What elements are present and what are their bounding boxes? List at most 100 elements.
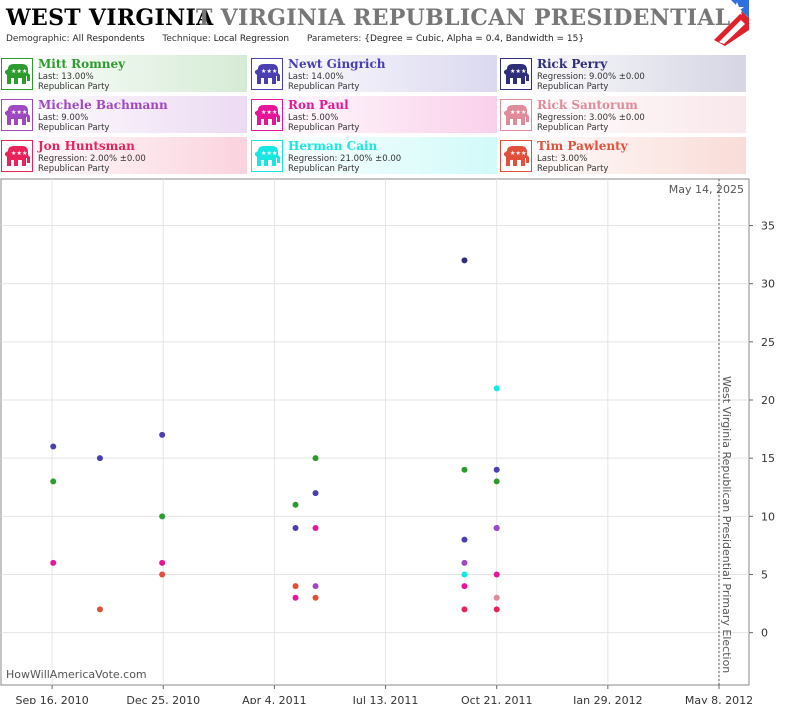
date-stamp: May 14, 2025 bbox=[669, 183, 744, 196]
svg-text:★: ★ bbox=[11, 109, 16, 116]
x-tick-label: Jul 13, 2011 bbox=[352, 694, 419, 704]
y-tick-label: 35 bbox=[761, 220, 775, 233]
point-bachmann bbox=[493, 524, 500, 531]
svg-text:★: ★ bbox=[272, 68, 277, 75]
svg-text:★: ★ bbox=[11, 68, 16, 75]
svg-text:★: ★ bbox=[272, 150, 277, 157]
y-tick-label: 20 bbox=[761, 394, 775, 407]
point-gingrich bbox=[461, 536, 468, 543]
legend-party: Republican Party bbox=[288, 82, 360, 92]
parameters-label: Parameters: bbox=[306, 34, 362, 44]
elephant-icon: ★ ★ ★ bbox=[500, 99, 532, 131]
svg-text:★: ★ bbox=[516, 109, 521, 116]
legend-item-huntsman: ★ ★ ★ Jon Huntsman Regression: 2.00% ±0.00 Re… bbox=[0, 137, 247, 174]
watermark: HowWillAmericaVote.com bbox=[6, 668, 147, 681]
point-pawlenty bbox=[292, 583, 299, 590]
site-logo-icon bbox=[714, 0, 749, 46]
point-gingrich bbox=[292, 524, 299, 531]
svg-text:★: ★ bbox=[510, 109, 515, 116]
legend-name: Herman Cain bbox=[288, 139, 378, 153]
legend-stat: Last: 3.00% bbox=[537, 154, 588, 164]
y-tick-label: 0 bbox=[761, 627, 768, 640]
legend-item-bachmann: ★ ★ ★ Michele Bachmann Last: 9.00% Republican… bbox=[0, 96, 247, 133]
point-paul bbox=[312, 524, 319, 531]
point-pawlenty bbox=[96, 606, 103, 613]
point-gingrich bbox=[312, 490, 319, 497]
elephant-icon: ★ ★ ★ bbox=[500, 140, 532, 172]
svg-text:★: ★ bbox=[267, 68, 272, 75]
point-pawlenty bbox=[312, 594, 319, 601]
svg-text:★: ★ bbox=[17, 109, 22, 116]
x-tick-label: Oct 21, 2011 bbox=[461, 694, 533, 704]
y-tick-label: 15 bbox=[761, 452, 775, 465]
elephant-icon: ★ ★ ★ bbox=[251, 140, 283, 172]
legend-name: Mitt Romney bbox=[38, 57, 126, 71]
point-gingrich bbox=[159, 431, 166, 438]
elephant-icon: ★ ★ ★ bbox=[1, 58, 33, 90]
x-tick-label: Dec 25, 2010 bbox=[126, 694, 200, 704]
elephant-icon: ★ ★ ★ bbox=[251, 58, 283, 90]
legend-stat: Last: 14.00% bbox=[288, 72, 344, 82]
legend-name: Ron Paul bbox=[288, 98, 349, 112]
legend-name: Rick Santorum bbox=[537, 98, 638, 112]
point-gingrich bbox=[50, 443, 57, 450]
point-gingrich bbox=[493, 466, 500, 473]
point-romney bbox=[493, 478, 500, 485]
legend-item-pawlenty: ★ ★ ★ Tim Pawlenty Last: 3.00% Republican Par… bbox=[499, 137, 746, 174]
point-santorum bbox=[493, 594, 500, 601]
parameters-line: Demographic: All Respondents Technique: … bbox=[6, 34, 584, 44]
point-perry bbox=[461, 257, 468, 264]
svg-text:★: ★ bbox=[11, 150, 16, 157]
legend-party: Republican Party bbox=[38, 164, 110, 174]
legend-stat: Regression: 3.00% ±0.00 bbox=[537, 113, 645, 123]
point-cain bbox=[461, 571, 468, 578]
point-paul bbox=[292, 594, 299, 601]
legend-party: Republican Party bbox=[288, 123, 360, 133]
page-title-race: T VIRGINIA REPUBLICAN PRESIDENTIAL PRIMA… bbox=[196, 5, 749, 31]
svg-text:★: ★ bbox=[17, 150, 22, 157]
legend-item-perry: ★ ★ ★ Rick Perry Regression: 9.00% ±0.00 Repu… bbox=[499, 55, 746, 92]
point-paul bbox=[461, 583, 468, 590]
point-paul bbox=[159, 559, 166, 566]
x-tick-label: Sep 16, 2010 bbox=[16, 694, 89, 704]
svg-text:★: ★ bbox=[521, 150, 526, 157]
legend-party: Republican Party bbox=[38, 82, 110, 92]
point-paul bbox=[493, 571, 500, 578]
header: WEST VIRGINIA T VIRGINIA REPUBLICAN PRES… bbox=[0, 0, 749, 50]
technique-label: Technique: bbox=[162, 34, 211, 44]
point-bachmann bbox=[461, 559, 468, 566]
legend-item-santorum: ★ ★ ★ Rick Santorum Regression: 3.00% ±0.00 R… bbox=[499, 96, 746, 133]
page-title-state: WEST VIRGINIA bbox=[6, 5, 214, 31]
svg-text:★: ★ bbox=[510, 68, 515, 75]
legend-name: Newt Gingrich bbox=[288, 57, 386, 71]
legend-stat: Last: 13.00% bbox=[38, 72, 94, 82]
legend-stat: Last: 9.00% bbox=[38, 113, 89, 123]
point-paul bbox=[50, 559, 57, 566]
legend-item-romney: ★ ★ ★ Mitt Romney Last: 13.00% Republican Par… bbox=[0, 55, 247, 92]
legend-name: Tim Pawlenty bbox=[537, 139, 628, 153]
y-tick-label: 10 bbox=[761, 510, 775, 523]
demographic-label: Demographic: bbox=[6, 34, 70, 44]
legend-party: Republican Party bbox=[537, 123, 609, 133]
point-romney bbox=[461, 466, 468, 473]
point-huntsman bbox=[493, 606, 500, 613]
x-tick-label: May 8, 2012 bbox=[685, 694, 753, 704]
point-pawlenty bbox=[159, 571, 166, 578]
y-tick-label: 5 bbox=[761, 568, 768, 581]
poll-scatter-chart: 0 5 10 15 20 25 30 35 Sep 16, 2010 Dec 25, 2010 Ap… bbox=[0, 178, 775, 704]
point-gingrich bbox=[96, 455, 103, 462]
y-tick-label: 30 bbox=[761, 278, 775, 291]
svg-text:★: ★ bbox=[261, 68, 266, 75]
point-romney bbox=[159, 513, 166, 520]
legend-party: Republican Party bbox=[537, 164, 609, 174]
svg-text:★: ★ bbox=[261, 109, 266, 116]
elephant-icon: ★ ★ ★ bbox=[1, 99, 33, 131]
elephant-icon: ★ ★ ★ bbox=[1, 140, 33, 172]
legend-item-cain: ★ ★ ★ Herman Cain Regression: 21.00% ±0.00 Re… bbox=[250, 137, 497, 174]
svg-text:★: ★ bbox=[267, 150, 272, 157]
svg-text:★: ★ bbox=[516, 150, 521, 157]
svg-text:★: ★ bbox=[510, 150, 515, 157]
svg-text:★: ★ bbox=[22, 68, 27, 75]
legend-stat: Regression: 2.00% ±0.00 bbox=[38, 154, 146, 164]
legend-name: Jon Huntsman bbox=[38, 139, 135, 153]
